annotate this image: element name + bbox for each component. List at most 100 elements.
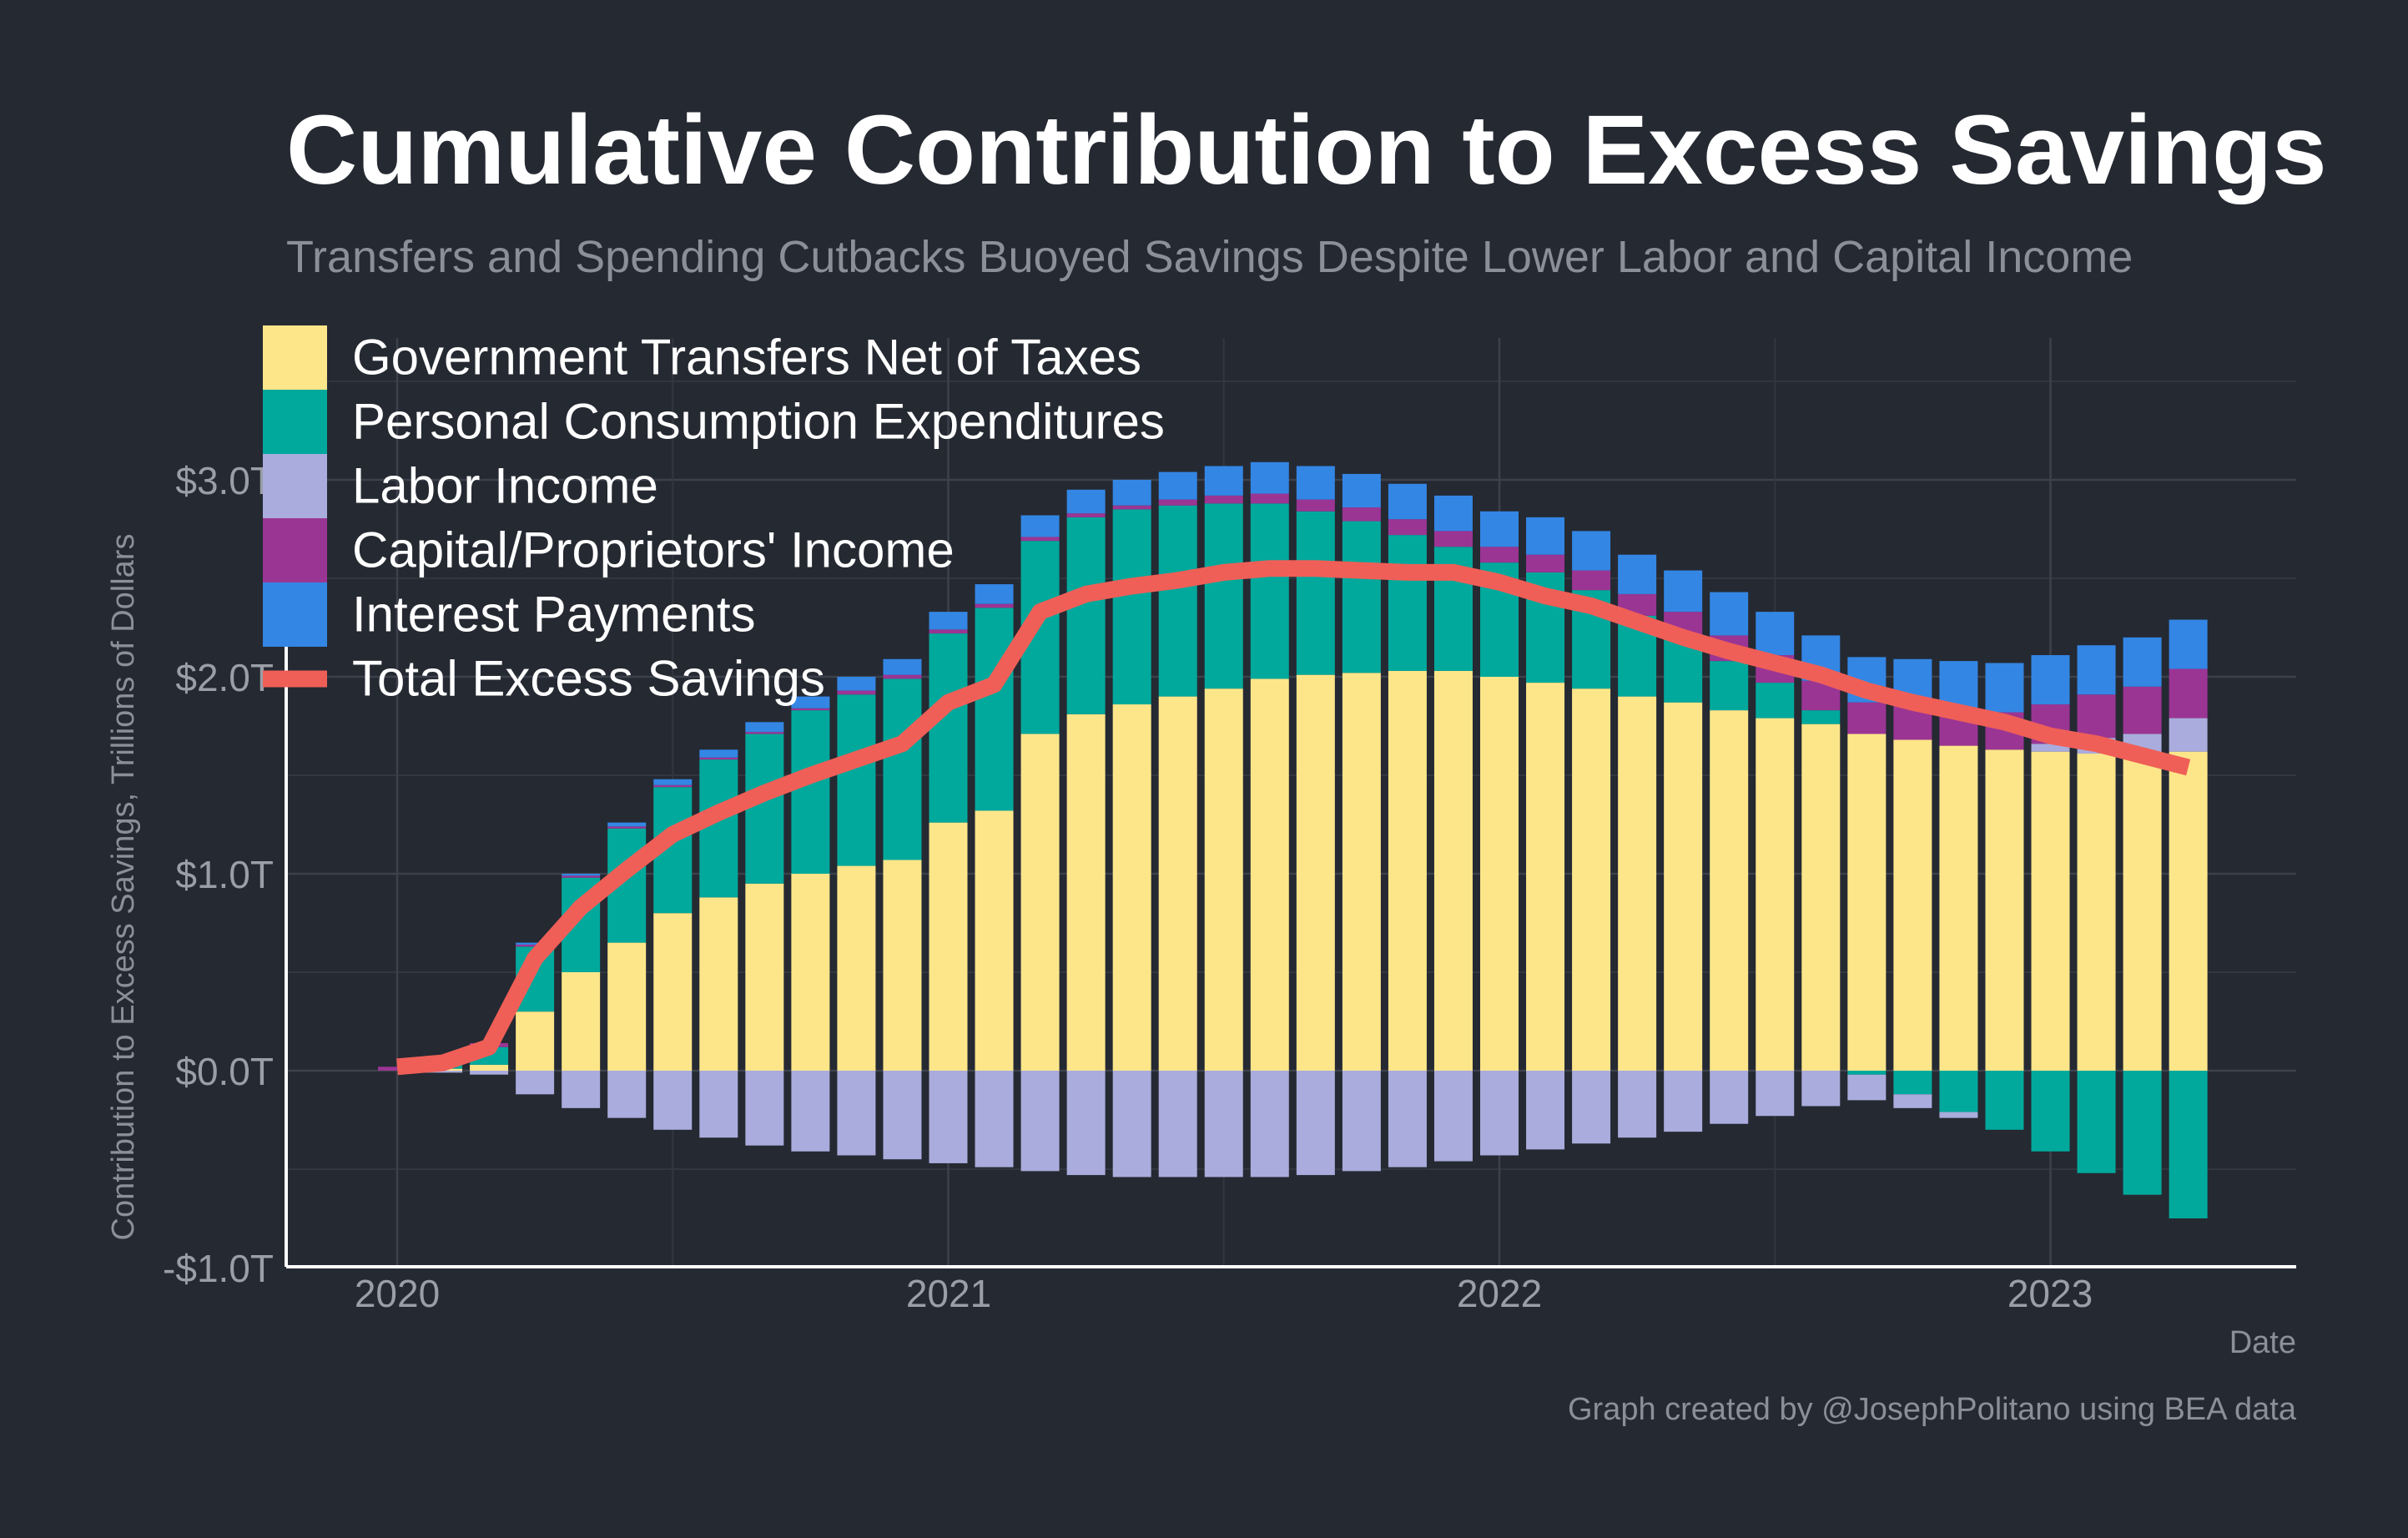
bar-segment <box>883 1071 922 1160</box>
bar-segment <box>1572 531 1611 571</box>
bar-segment <box>1664 1071 1703 1132</box>
bar-segment <box>1710 592 1749 636</box>
bar-segment <box>1433 531 1473 547</box>
bar-segment <box>1250 493 1289 504</box>
bar-segment <box>1250 678 1289 1071</box>
bar-segment <box>929 822 968 1071</box>
bar-segment <box>1664 570 1703 613</box>
bar-segment <box>1526 517 1565 555</box>
bar-segment <box>1342 521 1381 673</box>
bar-segment <box>1756 612 1795 656</box>
bar-segment <box>653 784 693 788</box>
bar-segment <box>1572 1071 1611 1144</box>
legend-swatch <box>263 390 327 454</box>
bar-segment <box>1480 547 1519 563</box>
bar-segment <box>1204 688 1243 1071</box>
caption: Graph created by @JosephPolitano using B… <box>1568 1392 2297 1427</box>
legend-label: Total Excess Savings <box>352 651 825 707</box>
bar-segment <box>516 944 555 947</box>
total-line-layer <box>396 560 2191 1076</box>
x-tick-label: 2022 <box>1457 1272 1542 1315</box>
bar-segment <box>1388 519 1427 536</box>
bar-segment <box>2123 637 2162 687</box>
bar-segment <box>2123 754 2162 1071</box>
bar-segment <box>1204 495 1243 504</box>
bar-segment <box>837 677 876 691</box>
bar-segment <box>1618 1071 1657 1138</box>
bar-segment <box>1158 1071 1197 1177</box>
bar-segment <box>1066 714 1106 1071</box>
bar-segment <box>1112 1071 1151 1177</box>
bar-segment <box>1112 704 1151 1071</box>
bar-segment <box>470 1064 509 1071</box>
y-tick-label: -$1.0T <box>163 1247 274 1290</box>
bar-segment <box>699 757 738 760</box>
bar-segment <box>1985 663 2024 713</box>
bar-segment <box>745 732 784 734</box>
bar-segment <box>1204 503 1243 689</box>
legend-label: Personal Consumption Expenditures <box>352 394 1165 450</box>
bar-segment <box>653 913 693 1071</box>
legend-swatch <box>263 582 327 647</box>
bar-segment <box>1526 554 1565 572</box>
chart-subtitle: Transfers and Spending Cutbacks Buoyed S… <box>286 232 2133 282</box>
bar-segment <box>1618 696 1657 1071</box>
bar-segment <box>562 874 601 876</box>
bar-segment <box>2077 645 2116 695</box>
bar-segment <box>2169 718 2208 752</box>
bar-segment <box>1526 1071 1565 1150</box>
bar-segment <box>1158 471 1197 500</box>
bar-segment <box>1388 1071 1427 1167</box>
bar-segment <box>1939 745 1978 1071</box>
bar-segment <box>1020 1071 1060 1172</box>
bar-segment <box>1066 513 1106 517</box>
bar-segment <box>1066 1071 1106 1176</box>
bar-segment <box>1112 480 1151 506</box>
bar-segment <box>975 603 1014 608</box>
bar-segment <box>2077 1071 2116 1173</box>
bar-segment <box>1158 505 1197 697</box>
bar-segment <box>745 722 784 733</box>
bar-segment <box>1480 677 1519 1071</box>
bar-segment <box>975 810 1014 1071</box>
bar-segment <box>791 710 830 874</box>
bar-segment <box>975 584 1014 604</box>
bar-segment <box>1158 696 1197 1071</box>
bar-segment <box>1433 670 1473 1071</box>
bar-segment <box>1801 724 1841 1071</box>
bar-segment <box>1756 718 1795 1071</box>
y-tick-label: $0.0T <box>175 1050 274 1093</box>
bar-segment <box>1847 734 1887 1071</box>
legend-label: Interest Payments <box>352 587 756 643</box>
y-tick-label: $3.0T <box>175 459 274 502</box>
bar-segment <box>883 860 922 1071</box>
bar-segment <box>791 696 830 708</box>
bar-segment <box>1939 1071 1978 1112</box>
bar-segment <box>929 629 968 634</box>
bar-segment <box>975 608 1014 811</box>
bar-segment <box>1756 683 1795 719</box>
bar-segment <box>699 749 738 758</box>
bar-segment <box>1204 466 1243 496</box>
bar-segment <box>516 1011 555 1071</box>
bar-segment <box>1066 489 1106 514</box>
legend-label: Government Transfers Net of Taxes <box>352 330 1141 386</box>
bar-segment <box>1893 739 1932 1071</box>
bar-segment <box>2031 655 2070 705</box>
bar-segment <box>653 779 693 785</box>
bar-segment <box>699 897 738 1071</box>
bar-segment <box>1020 734 1060 1071</box>
x-tick-label: 2021 <box>906 1272 991 1315</box>
bar-segment <box>516 942 555 945</box>
bar-segment <box>975 1071 1014 1167</box>
x-tick-label: 2023 <box>2008 1272 2093 1315</box>
bar-segment <box>1985 749 2024 1071</box>
bar-segment <box>562 972 601 1071</box>
bar-segment <box>837 690 876 695</box>
bar-segment <box>562 1071 601 1108</box>
legend-swatch <box>263 518 327 582</box>
legend-swatch <box>263 325 327 390</box>
bar-segment <box>1710 1071 1749 1124</box>
bar-segment <box>1158 499 1197 506</box>
bar-segment <box>1801 710 1841 724</box>
